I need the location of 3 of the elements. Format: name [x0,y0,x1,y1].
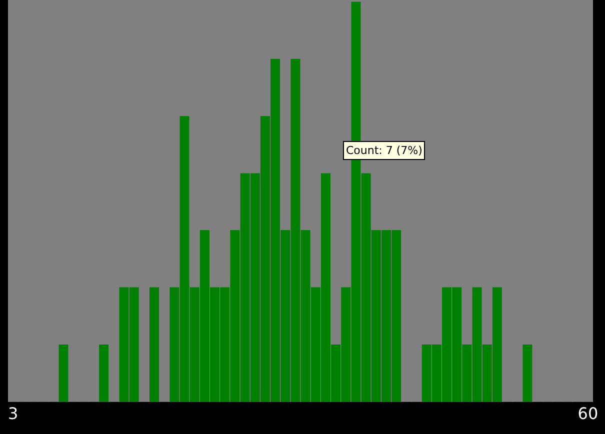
x-tick-label: 3 [8,404,18,423]
x-tick-label: 60 [578,404,598,423]
annotation: Count: 7 (7%) [346,144,422,157]
